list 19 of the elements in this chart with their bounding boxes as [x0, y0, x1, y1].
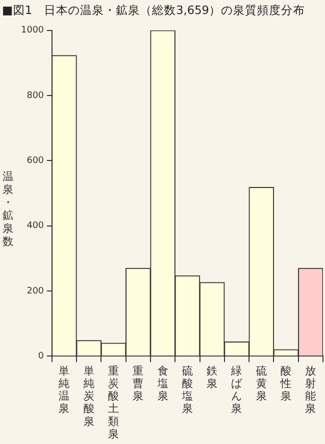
x-tick-label: 鉄泉	[206, 364, 218, 390]
y-axis-title: 温泉・鉱泉数	[2, 170, 14, 248]
x-tick-label: 食塩泉	[156, 364, 168, 403]
x-tick-label: 硫酸塩泉	[180, 364, 193, 416]
y-tick-label: 400	[26, 221, 44, 232]
x-tick-label: 重曹泉	[132, 364, 144, 403]
x-tick-label: 緑ばん泉	[230, 364, 244, 416]
x-tick-label: 硫黄泉	[256, 364, 267, 403]
x-tick-label: 重炭酸土類泉	[108, 364, 120, 441]
y-tick-label: 1000	[21, 26, 44, 36]
x-tick-label: 単純炭酸泉	[83, 364, 94, 428]
x-tick-label: 放射能泉	[305, 364, 316, 416]
y-tick-label: 800	[26, 90, 44, 101]
x-tick-label: 単純温泉	[58, 364, 70, 416]
y-tick-label: 600	[26, 156, 44, 166]
y-tick-label: 0	[38, 351, 44, 362]
x-tick-label: 酸性泉	[280, 364, 292, 403]
chart-title: ■図1 日本の温泉・鉱泉（総数3,659）の泉質頻度分布	[2, 3, 306, 18]
y-tick-label: 200	[26, 286, 44, 296]
